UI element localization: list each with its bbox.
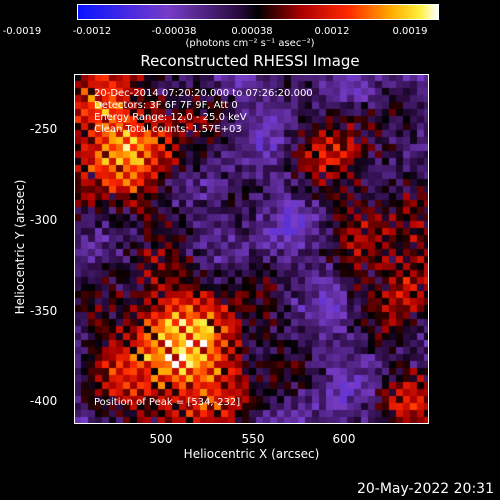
y-tick: -400 bbox=[30, 394, 58, 408]
colorbar-tick: 0.0012 bbox=[314, 26, 350, 37]
colorbar bbox=[77, 4, 439, 20]
colorbar-tick: -0.00038 bbox=[151, 26, 197, 37]
annotation-energy: Energy Range: 12.0 - 25.0 keV bbox=[94, 112, 247, 123]
footer-date: 20-May-2022 20:31 bbox=[356, 481, 494, 497]
annotation-detectors: Detectors: 3F 6F 7F 9F, Att 0 bbox=[94, 100, 238, 111]
y-tick: -250 bbox=[30, 122, 58, 136]
y-axis-label: Heliocentric Y (arcsec) bbox=[13, 179, 27, 315]
annotation-peak: Position of Peak = [534,-232] bbox=[94, 397, 241, 408]
image-title: Reconstructed RHESSI Image bbox=[140, 52, 360, 70]
heatmap-image bbox=[74, 74, 429, 424]
x-axis-label: Heliocentric X (arcsec) bbox=[183, 447, 320, 461]
colorbar-tick: -0.0019 bbox=[2, 26, 42, 37]
y-tick: -300 bbox=[30, 213, 58, 227]
image-plot: 20-Dec-2014 07:20:20.000 to 07:26:20.000… bbox=[74, 74, 429, 424]
annotation-clean: Clean Total counts: 1.57E+03 bbox=[94, 124, 242, 135]
colorbar-units: (photons cm⁻² s⁻¹ asec⁻²) bbox=[185, 38, 315, 49]
x-tick: 550 bbox=[241, 432, 265, 446]
annotation-time: 20-Dec-2014 07:20:20.000 to 07:26:20.000 bbox=[94, 88, 313, 99]
y-tick: -350 bbox=[30, 304, 58, 318]
colorbar-tick: 0.0019 bbox=[392, 26, 428, 37]
colorbar-tick: -0.0012 bbox=[72, 26, 112, 37]
x-tick: 600 bbox=[332, 432, 356, 446]
colorbar-tick: 0.00038 bbox=[231, 26, 273, 37]
x-tick: 500 bbox=[149, 432, 173, 446]
